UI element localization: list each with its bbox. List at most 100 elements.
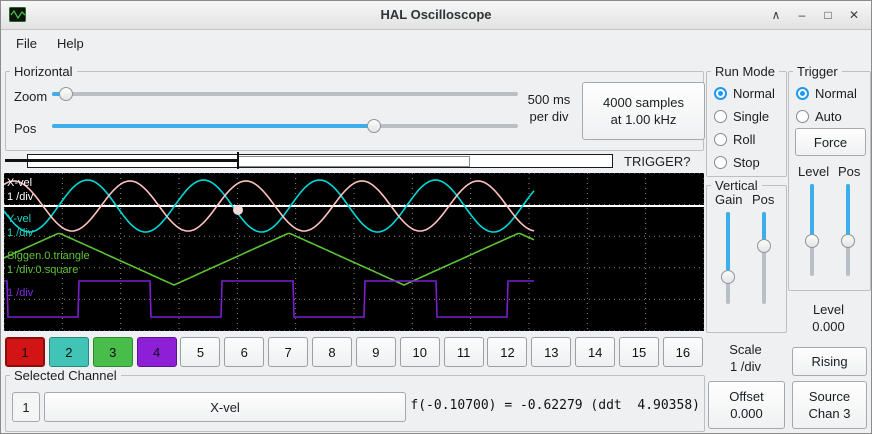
channel-buttons: 1 2 3 4 5 6 7 8 9 10 11 12 13 14 15 16 — [5, 337, 703, 367]
source-caption: Source — [808, 389, 851, 404]
channel-button-16[interactable]: 16 — [662, 337, 703, 367]
scope-label: Siggen.0.triangle — [7, 250, 90, 262]
scope-display[interactable]: X-vel 1 /div Y-vel 1 /div Siggen.0.triangle 1… — [3, 172, 705, 332]
radio-dot — [714, 132, 727, 146]
force-button[interactable]: Force — [795, 128, 866, 156]
gain-label: Gain — [715, 192, 743, 207]
scope-label: 1 /div — [7, 191, 34, 203]
slider-handle[interactable] — [58, 87, 73, 101]
channel-button-4[interactable]: 4 — [136, 337, 177, 367]
trigger-level-readout: Level 0.000 — [788, 301, 869, 335]
trigger-position-marker[interactable] — [237, 152, 239, 169]
channel-button-2[interactable]: 2 — [48, 337, 89, 367]
scope-label: Y-vel — [7, 213, 31, 225]
slider-fill — [52, 124, 374, 128]
radio-label: Normal — [733, 85, 775, 101]
run-mode-single-radio[interactable]: Single — [714, 107, 775, 125]
per-div-label: 500 ms per div — [518, 91, 580, 125]
horizontal-pos-slider[interactable] — [52, 117, 518, 135]
menu-file[interactable]: File — [16, 36, 37, 51]
slider-handle[interactable] — [841, 234, 855, 249]
slider-handle[interactable] — [721, 270, 735, 285]
siggen-square-wave — [4, 280, 534, 318]
trigger-level-label: Level — [798, 164, 830, 179]
scale-readout: Scale 1 /div — [706, 341, 785, 375]
channel-button-6[interactable]: 6 — [224, 337, 265, 367]
record-position-bar[interactable] — [5, 152, 645, 170]
channel-button-3[interactable]: 3 — [92, 337, 133, 367]
slider-handle[interactable] — [366, 119, 381, 133]
maximize-icon[interactable]: □ — [824, 8, 832, 22]
vertical-pos-slider[interactable] — [755, 212, 773, 304]
channel-button-14[interactable]: 14 — [575, 337, 616, 367]
pos-label: Pos — [14, 121, 37, 136]
menu-help[interactable]: Help — [56, 36, 84, 51]
selected-channel-group: Selected Channel 1 X-vel f(-0.10700) = -… — [5, 368, 705, 432]
samples-button[interactable]: 4000 samples at 1.00 kHz — [582, 82, 705, 140]
trigger-pos-label: Pos — [838, 164, 861, 179]
channel-button-12[interactable]: 12 — [487, 337, 528, 367]
run-mode-normal-radio[interactable]: Normal — [714, 84, 775, 102]
channel-button-9[interactable]: 9 — [355, 337, 396, 367]
radio-dot — [714, 155, 727, 169]
channel-button-13[interactable]: 13 — [531, 337, 572, 367]
slider-groove — [762, 212, 766, 304]
radio-label: Single — [733, 108, 770, 124]
slider-handle[interactable] — [757, 239, 771, 254]
radio-dot — [714, 86, 727, 100]
channel-button-7[interactable]: 7 — [268, 337, 309, 367]
channel-readout: f(-0.10700) = -0.62279 (ddt 4.90358) — [410, 398, 700, 413]
channel-button-1[interactable]: 1 — [5, 337, 45, 367]
channel-name-button[interactable]: X-vel — [44, 392, 406, 422]
channel-button-10[interactable]: 10 — [399, 337, 440, 367]
channel-button-11[interactable]: 11 — [443, 337, 484, 367]
run-mode-stop-radio[interactable]: Stop — [714, 153, 775, 171]
gain-slider[interactable] — [719, 212, 737, 304]
source-button[interactable]: Source Chan 3 — [792, 381, 867, 429]
radio-label: Auto — [815, 108, 842, 124]
per-div-line1: 500 ms — [527, 92, 571, 107]
close-icon[interactable]: ✕ — [848, 8, 860, 22]
channel-button-8[interactable]: 8 — [312, 337, 353, 367]
minimize-icon[interactable]: – — [798, 8, 806, 22]
run-mode-roll-radio[interactable]: Roll — [714, 130, 775, 148]
app-icon — [9, 7, 26, 22]
channel-button-15[interactable]: 15 — [619, 337, 660, 367]
source-value: Chan 3 — [808, 406, 851, 421]
samples-line1: 4000 samples — [603, 95, 684, 110]
x-vel-wave — [3, 179, 535, 233]
trigger-group: Trigger Normal Auto Force Level Pos — [788, 64, 871, 291]
offset-button[interactable]: Offset 0.000 — [708, 381, 785, 429]
radio-dot — [796, 109, 809, 123]
scope-svg: X-vel 1 /div Y-vel 1 /div Siggen.0.triangle 1… — [3, 172, 705, 332]
trigger-level-value: 0.000 — [812, 319, 845, 334]
rising-button[interactable]: Rising — [792, 347, 867, 376]
trigger-normal-radio[interactable]: Normal — [796, 84, 857, 102]
trigger-level-caption: Level — [812, 302, 845, 317]
window-controls: ∧ – □ ✕ — [769, 1, 861, 29]
horizontal-group: Horizontal Zoom 500 ms per div 4000 samp… — [5, 64, 705, 151]
titlebar: HAL Oscilloscope ∧ – □ ✕ — [1, 1, 871, 30]
trigger-radios: Normal Auto — [796, 84, 857, 125]
trigger-pos-slider[interactable] — [839, 184, 857, 276]
trigger-auto-radio[interactable]: Auto — [796, 107, 857, 125]
vertical-pos-label: Pos — [752, 192, 775, 207]
selected-channel-title: Selected Channel — [10, 368, 121, 383]
slider-handle[interactable] — [805, 234, 819, 249]
trigger-title: Trigger — [793, 64, 842, 79]
run-mode-title: Run Mode — [711, 64, 779, 79]
shade-icon[interactable]: ∧ — [771, 8, 781, 22]
zoom-label: Zoom — [14, 89, 48, 104]
channel-button-5[interactable]: 5 — [180, 337, 221, 367]
vertical-title: Vertical — [711, 178, 762, 193]
trigger-point-marker[interactable] — [233, 205, 243, 215]
trigger-level-slider[interactable] — [803, 184, 821, 276]
slider-fill — [810, 184, 814, 242]
slider-groove — [52, 92, 518, 96]
radio-label: Roll — [733, 131, 756, 147]
vertical-group: Vertical Gain Pos — [706, 178, 787, 333]
scope-label: 1 /div — [7, 227, 34, 239]
zoom-slider[interactable] — [52, 85, 518, 103]
record-zoom-line — [5, 159, 238, 162]
